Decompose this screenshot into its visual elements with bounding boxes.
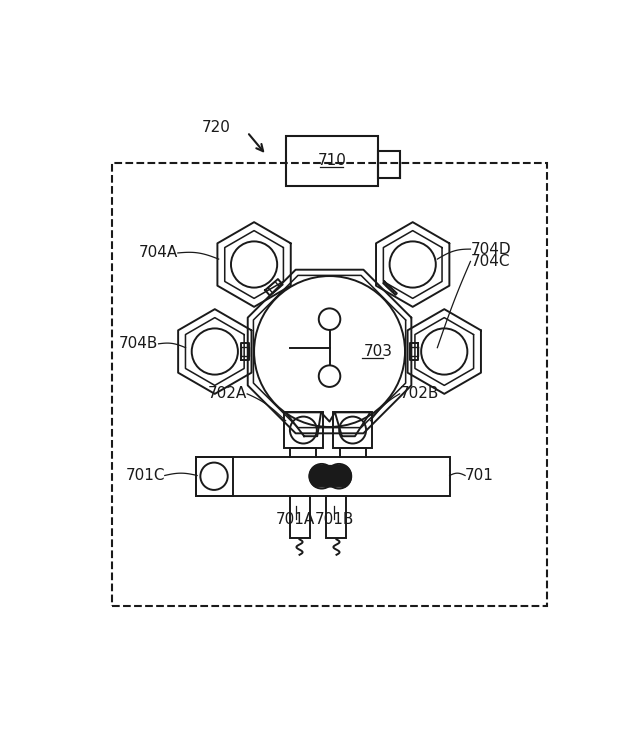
Bar	[333, 412, 372, 448]
Text: 702A: 702A	[208, 386, 247, 401]
Text: 702B: 702B	[399, 386, 439, 401]
Bar	[378, 152, 399, 178]
Text: 704D: 704D	[470, 241, 511, 256]
Bar	[284, 412, 323, 448]
Polygon shape	[309, 465, 351, 487]
Text: 701: 701	[465, 468, 494, 483]
Text: 720: 720	[202, 120, 231, 135]
Text: 704B: 704B	[119, 336, 159, 351]
Text: 701C: 701C	[125, 468, 164, 483]
Bar	[113, 163, 547, 605]
Text: 710: 710	[317, 153, 346, 168]
Text: 704A: 704A	[139, 246, 178, 260]
Bar	[289, 495, 310, 538]
Bar	[196, 457, 450, 495]
Text: 701A: 701A	[276, 512, 316, 527]
Text: 701B: 701B	[314, 512, 354, 527]
Bar	[326, 495, 346, 538]
Bar	[196, 457, 232, 495]
Text: 704C: 704C	[470, 254, 510, 269]
Bar	[285, 136, 378, 186]
Text: 703: 703	[364, 344, 392, 359]
